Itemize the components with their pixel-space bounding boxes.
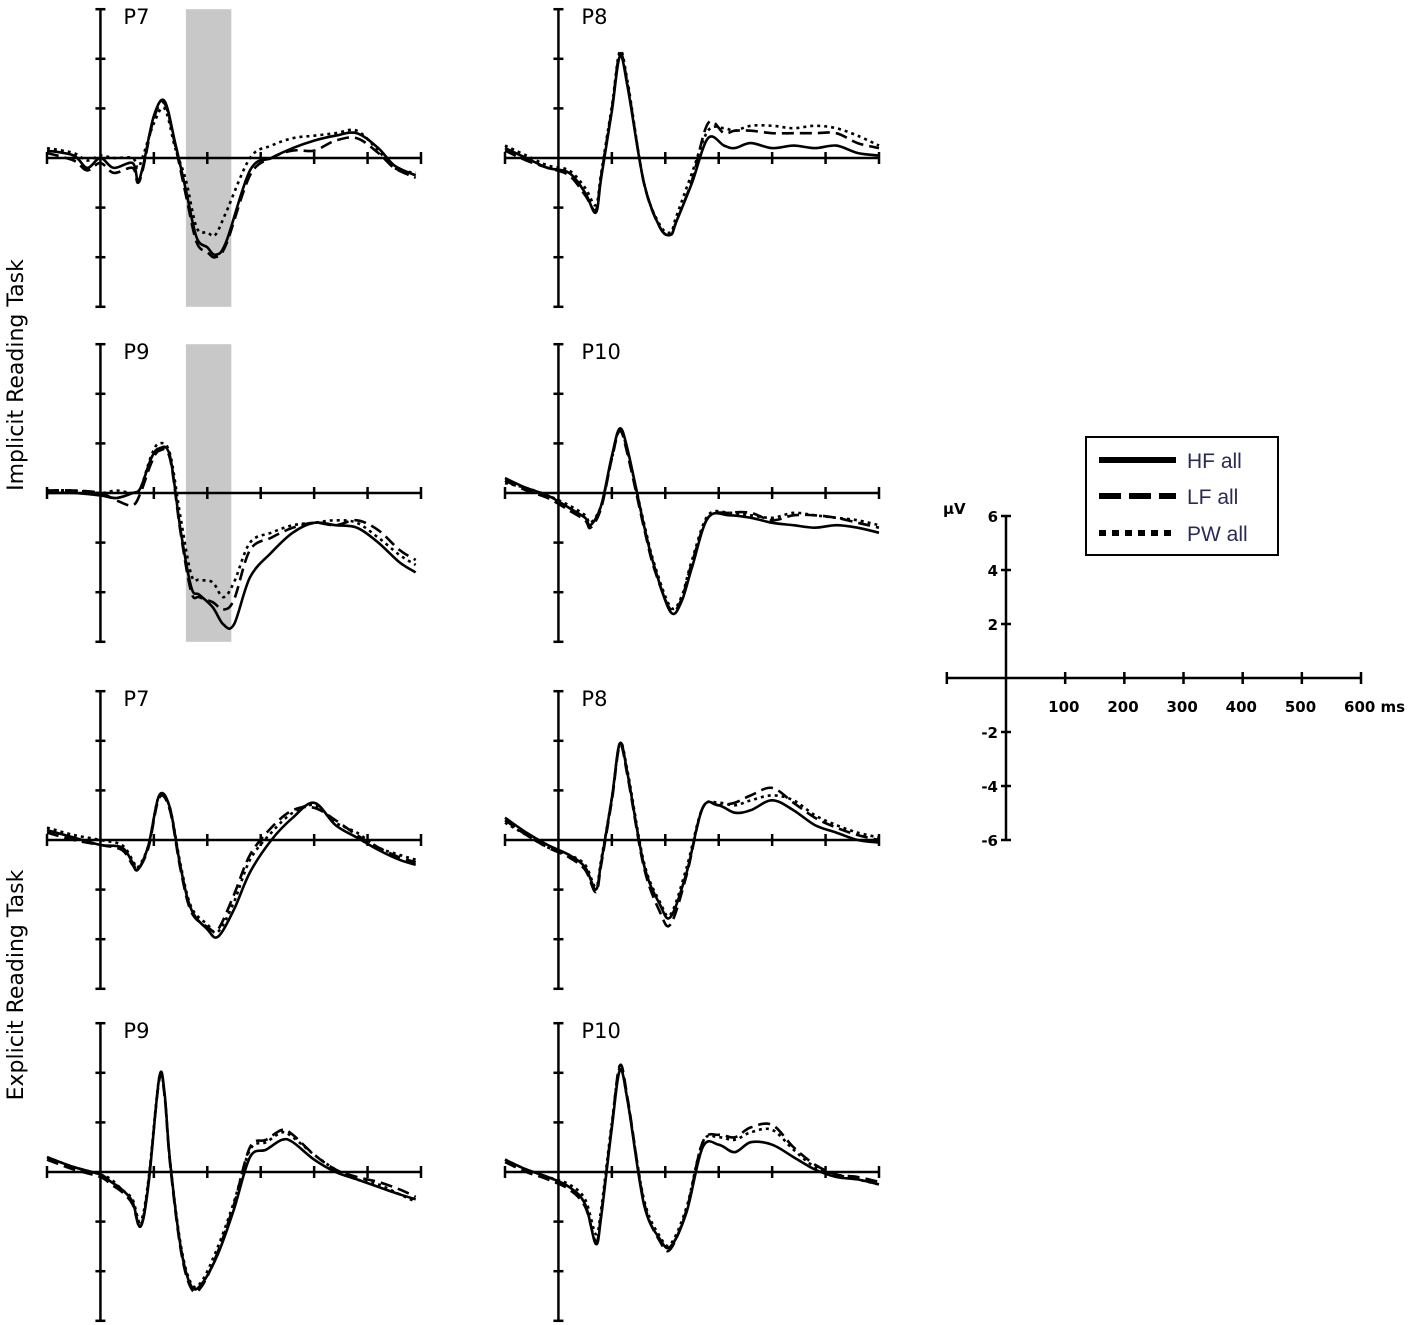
erp-panel-p10: P10 (503, 1019, 881, 1323)
erp-panel-p9: P9 (45, 340, 423, 644)
series-lf-all (504, 743, 880, 928)
series-lf-all (46, 794, 417, 933)
scale-y-tick-label: 4 (988, 562, 998, 580)
panel-title: P9 (123, 340, 149, 364)
panel-title: P10 (581, 1019, 620, 1043)
scale-y-tick-label: -4 (981, 778, 998, 796)
series-lf-all (504, 1063, 880, 1253)
erp-panel-p7: P7 (45, 5, 423, 309)
scale-x-tick-label: 300 (1167, 698, 1198, 716)
series-lf-all (46, 1073, 417, 1294)
erp-panel-p9: P9 (45, 1019, 423, 1323)
series-pw-all (46, 441, 417, 599)
series-hf-all (46, 98, 417, 257)
scale-y-tick-label: 2 (988, 616, 998, 634)
series-pw-all (504, 1066, 880, 1248)
legend: HF all LF all PW all (1085, 436, 1279, 556)
erp-panel-p7: P7 (45, 687, 423, 991)
scale-x-tick-label: 500 (1285, 698, 1316, 716)
series-lf-all (504, 51, 880, 237)
scale-x-tick-label: 100 (1048, 698, 1079, 716)
erp-panels: P7 P8 P9 P10 P7 P8 P9 P10 (45, 5, 881, 1323)
scale-bar: µV 100 200 300 400 500 600 ms 6 4 2 -2 -4 -6 (943, 500, 1405, 850)
series-lf-all (46, 101, 417, 259)
series-hf-all (504, 741, 880, 920)
series-pw-all (504, 427, 880, 611)
series-pw-all (46, 1071, 417, 1289)
legend-label-lf: LF all (1187, 486, 1238, 509)
legend-label-hf: HF all (1187, 450, 1242, 473)
scale-x-tick-label: 600 ms (1344, 698, 1405, 716)
panel-title: P8 (581, 687, 607, 711)
panel-title: P10 (581, 340, 620, 364)
series-hf-all (46, 445, 417, 630)
erp-panel-p8: P8 (503, 5, 881, 309)
scale-y-tick-label: -2 (981, 724, 998, 742)
panel-title: P8 (581, 5, 607, 29)
series-lf-all (504, 429, 880, 613)
row-label-explicit: Explicit Reading Task (4, 869, 29, 1100)
scale-x-tick-label: 400 (1226, 698, 1257, 716)
scale-y-tick-label: 6 (988, 508, 998, 526)
legend-label-pw: PW all (1187, 523, 1248, 546)
panel-title: P9 (123, 1019, 149, 1043)
erp-panel-p10: P10 (503, 340, 881, 644)
panel-title: P7 (123, 5, 149, 29)
scale-y-tick-label: -6 (981, 832, 998, 850)
series-hf-all (46, 791, 417, 939)
erp-panel-p8: P8 (503, 687, 881, 991)
series-hf-all (504, 427, 880, 616)
scale-x-tick-label: 200 (1107, 698, 1138, 716)
panel-title: P7 (123, 687, 149, 711)
scale-unit-label: µV (943, 500, 966, 518)
series-pw-all (46, 106, 416, 238)
row-label-implicit: Implicit Reading Task (4, 259, 29, 491)
series-pw-all (504, 49, 880, 235)
series-hf-all (504, 54, 880, 237)
